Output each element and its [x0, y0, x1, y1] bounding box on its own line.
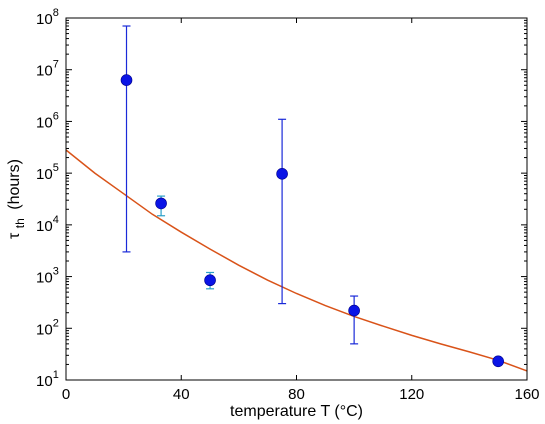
data-point [155, 197, 167, 210]
y-axis-label-unit: (hours) [6, 159, 23, 210]
y-tick-label-base: 10 [36, 114, 53, 131]
y-tick-label-exponent: 5 [53, 162, 59, 174]
y-tick-label-exponent: 7 [53, 59, 59, 71]
y-tick-label-base: 10 [36, 166, 53, 183]
x-axis-label: temperature T (°C) [230, 403, 363, 420]
y-axis-label: τ th (hours) [6, 159, 28, 239]
y-tick-label-exponent: 1 [53, 369, 59, 381]
y-tick-label: 106 [36, 110, 59, 131]
data-point-layer [120, 74, 504, 368]
y-tick-label: 104 [36, 214, 59, 235]
y-tick-label-base: 10 [36, 321, 53, 338]
data-point [204, 274, 216, 287]
y-tick-label-base: 10 [36, 11, 53, 28]
y-tick-label-exponent: 3 [53, 266, 59, 278]
fit-curve-layer [65, 149, 528, 372]
y-tick-label-base: 10 [36, 218, 53, 235]
y-tick-label: 101 [36, 369, 59, 390]
data-point [348, 304, 360, 317]
y-tick-label-exponent: 6 [53, 110, 59, 122]
x-tick-label: 40 [173, 386, 190, 403]
error-bar-layer [122, 25, 503, 364]
x-tick-label: 160 [514, 386, 539, 403]
y-tick-label: 108 [36, 7, 59, 28]
y-tick-label-base: 10 [36, 270, 53, 287]
y-tick-label-exponent: 8 [53, 7, 59, 19]
data-point [276, 168, 288, 180]
y-axis-label-subscript: th [13, 218, 27, 228]
y-tick-label-exponent: 2 [53, 317, 59, 329]
x-tick-label: 120 [399, 386, 424, 403]
data-point [120, 74, 133, 86]
y-tick-label-exponent: 4 [53, 214, 59, 226]
y-tick-label-base: 10 [36, 63, 53, 80]
y-tick-label-base: 10 [36, 373, 53, 390]
y-tick-label: 103 [36, 266, 59, 287]
y-tick-label: 105 [36, 162, 59, 183]
x-tick-label: 0 [62, 386, 70, 403]
y-axis-label-symbol: τ [6, 232, 23, 239]
data-point [492, 355, 504, 368]
y-tick-label: 102 [36, 317, 59, 338]
y-tick-label: 107 [36, 59, 59, 80]
plot-frame [65, 17, 528, 381]
x-tick-label: 80 [288, 386, 305, 403]
fit-curve [65, 149, 528, 372]
x-axis-ticks: 0 40 80 120 160 [62, 18, 540, 403]
